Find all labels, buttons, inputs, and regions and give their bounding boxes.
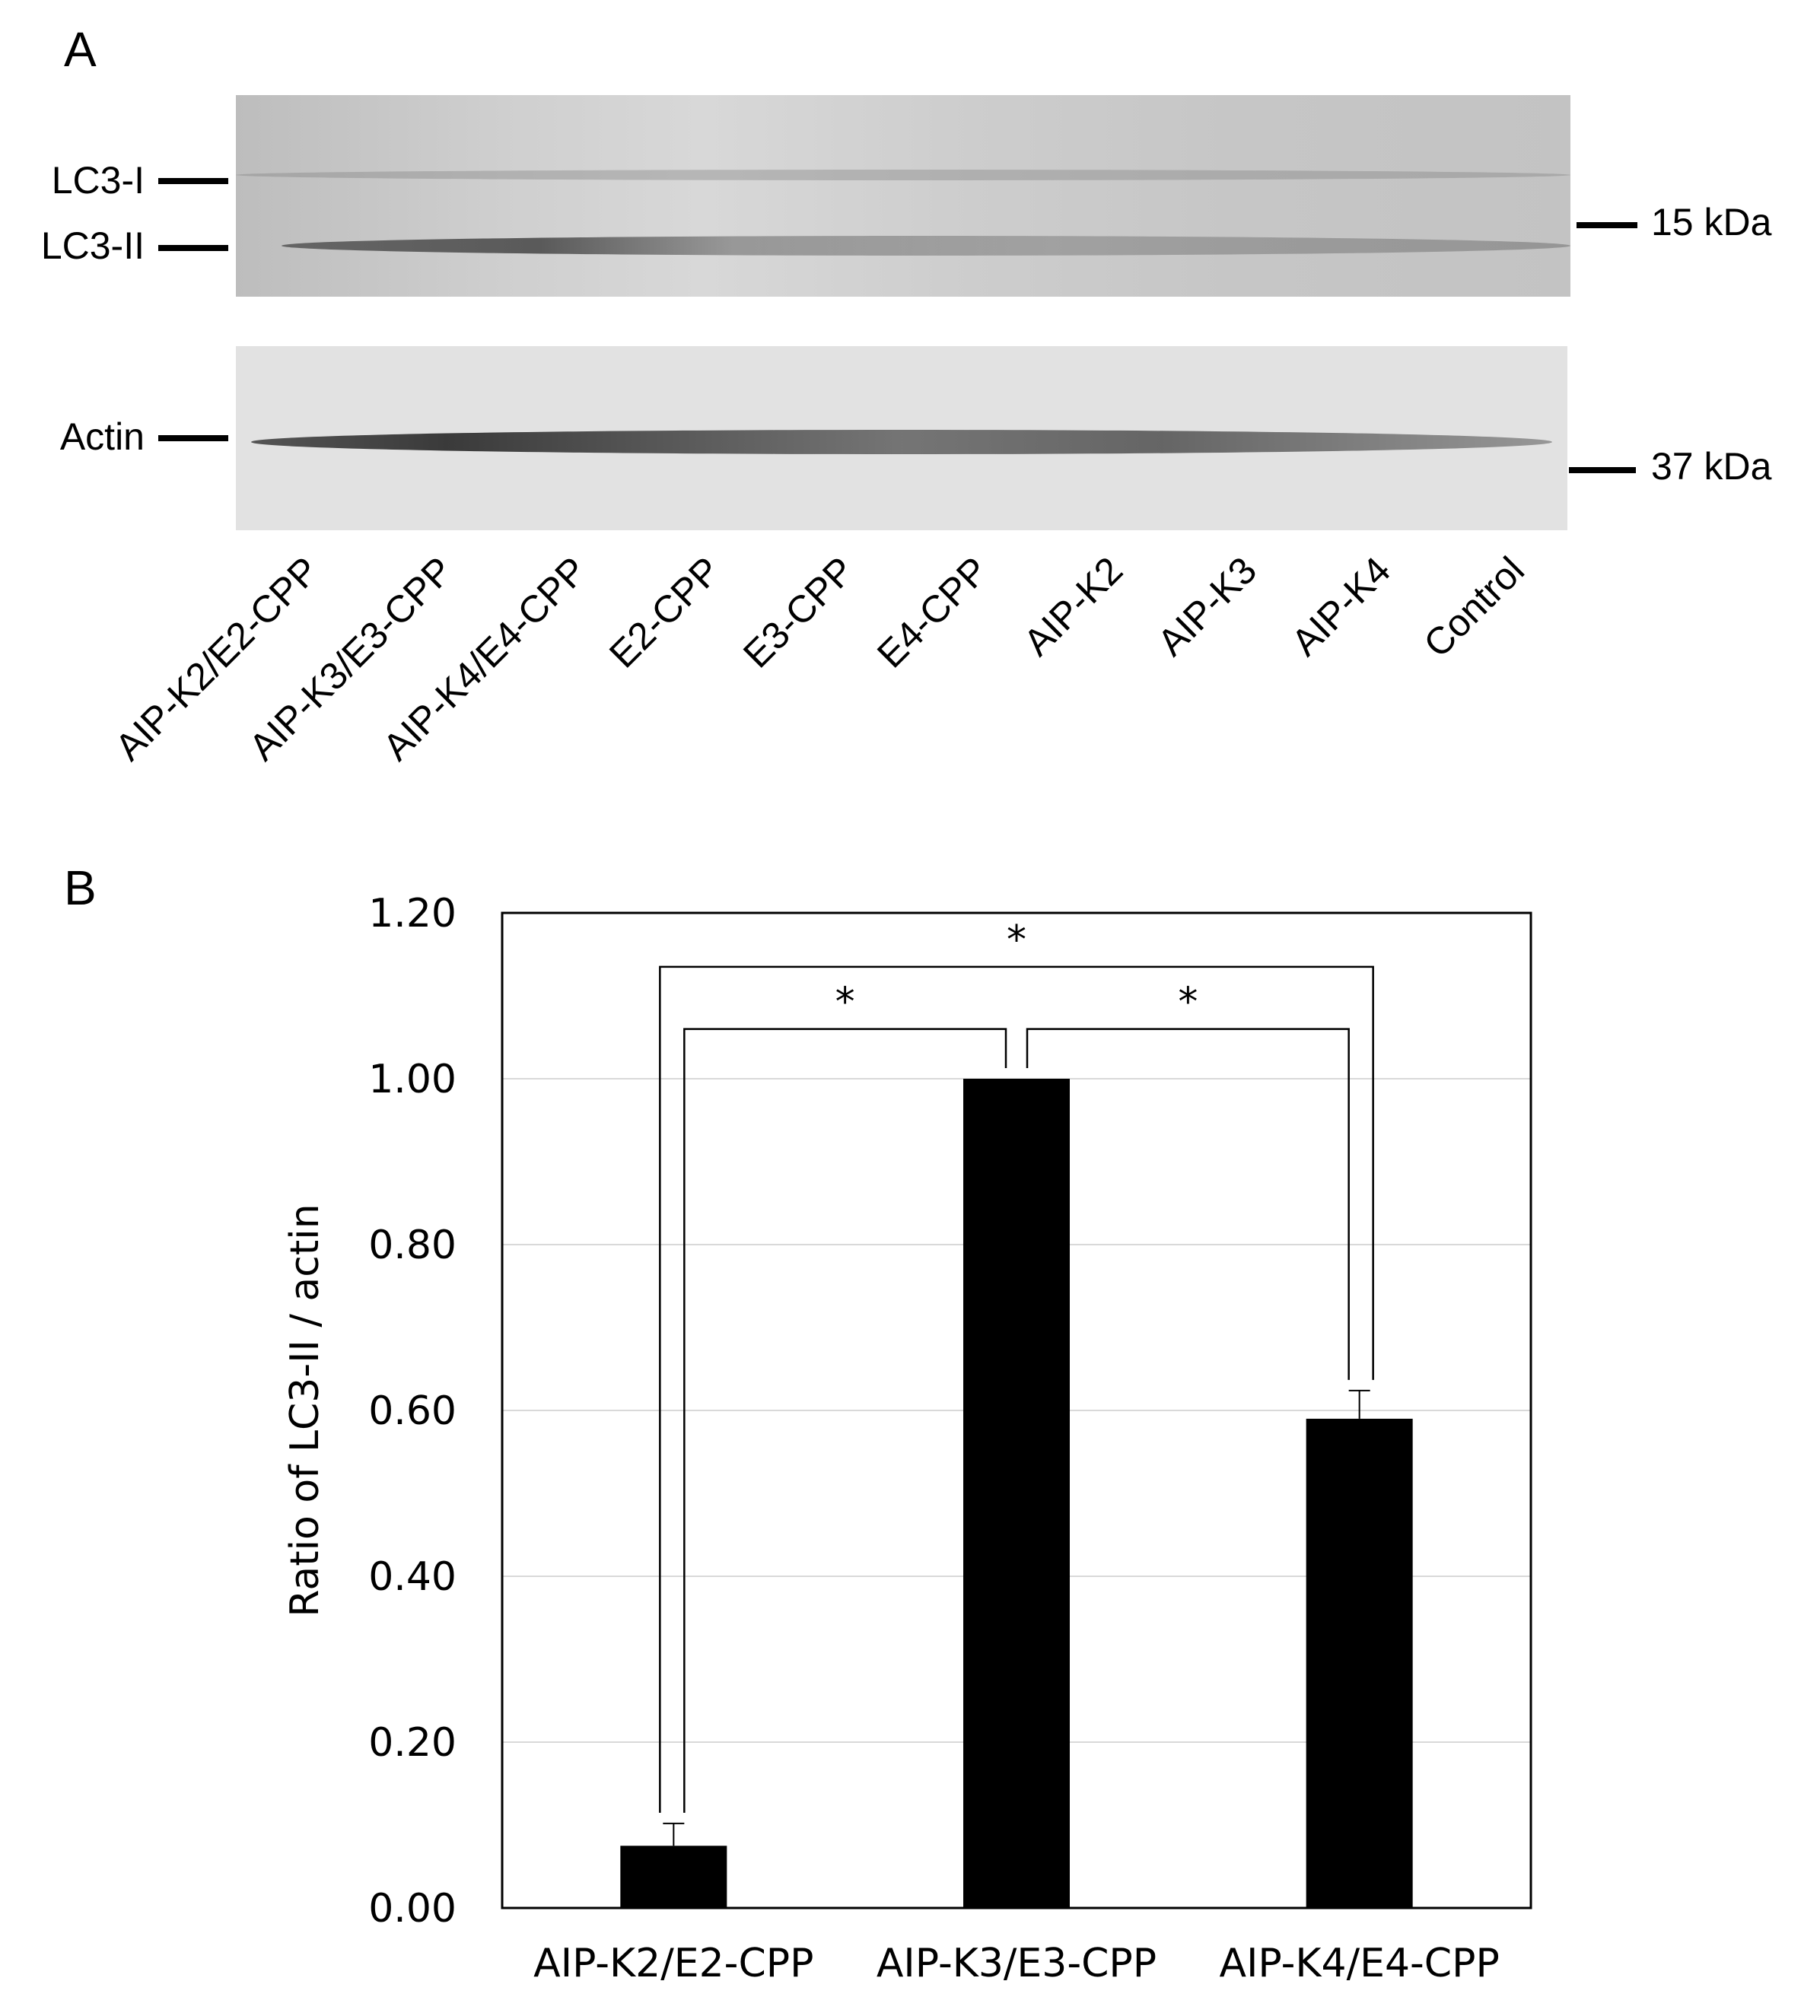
significance-bracket (659, 965, 1374, 1813)
panel-a-letter: A (64, 22, 97, 77)
lc3-ii-label: LC3-II (40, 224, 145, 267)
y-tick-label: 1.20 (368, 891, 457, 936)
lc3-ii-tick (158, 245, 228, 251)
x-tick-label: AIP-K2/E2-CPP (533, 1941, 813, 1986)
lc3-i-label: LC3-I (51, 159, 145, 202)
significance-bracket (1026, 1028, 1350, 1380)
significance-star: * (835, 980, 855, 1025)
x-tick-label: AIP-K4/E4-CPP (1220, 1941, 1500, 1986)
significance-bracket (683, 1028, 1007, 1813)
kda37-tick (1569, 467, 1636, 473)
y-tick-label: 0.20 (368, 1720, 457, 1766)
kda15-tick (1577, 222, 1637, 228)
kda15-label: 15 kDa (1651, 201, 1772, 243)
kda37-label: 37 kDa (1651, 445, 1772, 488)
lc3-i-band (236, 170, 1570, 180)
bar (1306, 1418, 1413, 1908)
significance-star: * (1007, 917, 1026, 963)
lc3-blot (236, 95, 1570, 297)
y-tick-label: 0.00 (368, 1886, 457, 1932)
actin-blot (236, 346, 1567, 530)
y-axis-label: Ratio of LC3-II / actin (282, 1204, 328, 1617)
lc3-i-tick (158, 178, 228, 184)
y-tick-label: 0.80 (368, 1223, 457, 1268)
lc3-ii-band (282, 236, 1570, 256)
y-tick-label: 1.00 (368, 1057, 457, 1102)
actin-band (251, 430, 1552, 454)
actin-label: Actin (59, 415, 145, 458)
panel-b-letter: B (64, 860, 97, 915)
significance-star: * (1178, 980, 1198, 1025)
x-tick-label: AIP-K3/E3-CPP (877, 1941, 1157, 1986)
bar (620, 1846, 727, 1908)
actin-tick (158, 435, 228, 441)
y-tick-label: 0.60 (368, 1388, 457, 1434)
bar (963, 1079, 1070, 1908)
y-tick-label: 0.40 (368, 1554, 457, 1600)
